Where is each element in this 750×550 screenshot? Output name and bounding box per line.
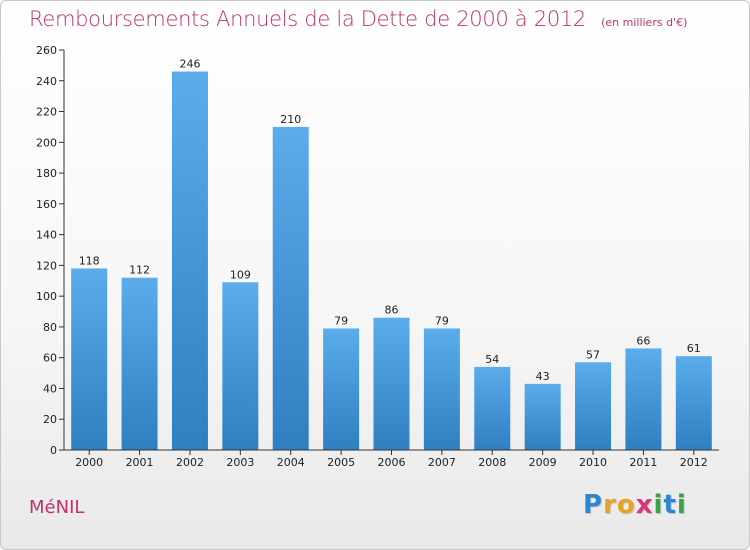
- data-label-2004: 210: [280, 113, 301, 126]
- bar-2009[interactable]: [524, 383, 561, 450]
- logo-letter: P: [583, 490, 604, 520]
- data-label-2000: 118: [79, 254, 100, 267]
- bar-2001[interactable]: [121, 277, 158, 450]
- data-label-2007: 79: [435, 314, 449, 327]
- bar-2006[interactable]: [373, 317, 410, 450]
- data-label-2009: 43: [536, 370, 550, 383]
- bar-2000[interactable]: [71, 268, 108, 450]
- bar-2012[interactable]: [675, 356, 712, 450]
- x-tick-label-2012: 2012: [680, 456, 708, 469]
- commune-name: MéNIL: [29, 497, 85, 518]
- chart-title: Remboursements Annuels de la Dette de 20…: [29, 7, 586, 31]
- data-label-2008: 54: [485, 353, 499, 366]
- y-tick-label: 80: [43, 321, 57, 334]
- bar-2003[interactable]: [222, 282, 259, 450]
- bar-2008[interactable]: [474, 366, 511, 450]
- logo-letter: x: [635, 490, 654, 520]
- x-axis: 2000 2001 2002 2003 2004 2005 2006 2007 2008 2009…: [64, 449, 719, 469]
- y-tick-label: 160: [36, 198, 57, 211]
- logo-letter: t: [663, 490, 677, 520]
- bars: 118 112 246 109 210 79 86 79 54 43 57 66 61: [71, 58, 712, 451]
- data-label-2005: 79: [334, 314, 348, 327]
- logo-letter: i: [653, 490, 664, 520]
- bar-2010[interactable]: [575, 362, 612, 450]
- logo-letter: o: [616, 490, 636, 520]
- y-tick-label: 240: [36, 75, 57, 88]
- y-tick-label: 120: [36, 259, 57, 272]
- x-tick-label-2009: 2009: [529, 456, 557, 469]
- bar-2011[interactable]: [625, 348, 662, 450]
- bar-2002[interactable]: [171, 71, 208, 451]
- y-tick-label: 40: [43, 382, 57, 395]
- data-label-2003: 109: [230, 268, 251, 281]
- y-tick-label: 60: [43, 352, 57, 365]
- x-tick-label-2001: 2001: [126, 456, 154, 469]
- data-label-2012: 61: [687, 342, 701, 355]
- data-label-2010: 57: [586, 348, 600, 361]
- bar-2007[interactable]: [423, 328, 460, 450]
- x-tick-label-2005: 2005: [327, 456, 355, 469]
- data-label-2002: 246: [179, 58, 200, 71]
- y-tick-label: 0: [50, 444, 57, 457]
- bar-2005[interactable]: [323, 328, 360, 450]
- y-axis: 0 20 40 60 80 100 120 140 160 180 200 220 240 260: [36, 44, 65, 457]
- y-tick-label: 100: [36, 290, 57, 303]
- y-tick-label: 180: [36, 167, 57, 180]
- chart-subtitle: (en milliers d'€): [601, 16, 688, 29]
- x-tick-label-2002: 2002: [176, 456, 204, 469]
- y-tick-label: 200: [36, 136, 57, 149]
- y-tick-label: 20: [43, 413, 57, 426]
- data-label-2011: 66: [636, 334, 650, 347]
- x-tick-label-2008: 2008: [478, 456, 506, 469]
- x-tick-label-2000: 2000: [75, 456, 103, 469]
- y-tick-label: 220: [36, 106, 57, 119]
- logo-letter: i: [676, 490, 687, 520]
- y-tick-label: 140: [36, 229, 57, 242]
- bar-2004[interactable]: [272, 126, 309, 450]
- data-label-2001: 112: [129, 264, 150, 277]
- y-tick-label: 260: [36, 44, 57, 57]
- x-tick-label-2011: 2011: [629, 456, 657, 469]
- x-tick-label-2010: 2010: [579, 456, 607, 469]
- x-tick-label-2006: 2006: [378, 456, 406, 469]
- title-line: Remboursements Annuels de la Dette de 20…: [29, 7, 687, 31]
- proxiti-logo[interactable]: Proxiti: [583, 490, 687, 520]
- x-tick-label-2004: 2004: [277, 456, 305, 469]
- x-tick-label-2003: 2003: [226, 456, 254, 469]
- data-label-2006: 86: [385, 304, 399, 317]
- logo-letter: r: [603, 490, 617, 520]
- x-tick-label-2007: 2007: [428, 456, 456, 469]
